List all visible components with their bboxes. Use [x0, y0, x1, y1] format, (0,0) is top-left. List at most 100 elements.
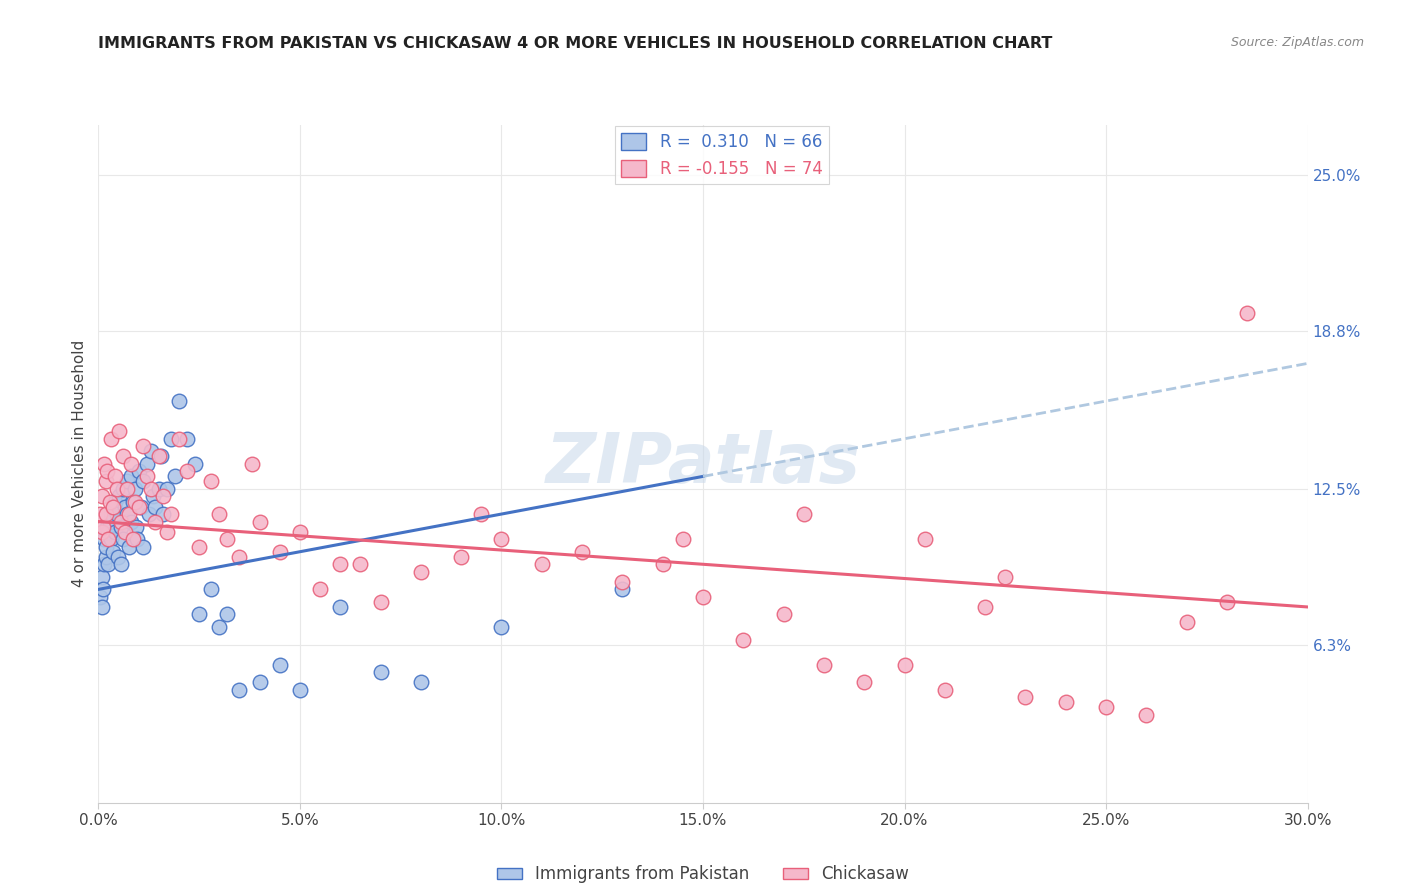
- Point: [994, 570, 1017, 584]
- Point: [96, 540, 118, 554]
- Point: [152, 507, 174, 521]
- Point: [217, 532, 239, 546]
- Point: [329, 599, 352, 614]
- Point: [107, 424, 129, 438]
- Point: [91, 570, 114, 584]
- Point: [672, 532, 695, 546]
- Point: [124, 519, 146, 533]
- Point: [121, 494, 143, 508]
- Point: [103, 469, 125, 483]
- Point: [96, 507, 118, 521]
- Point: [110, 519, 132, 533]
- Point: [100, 432, 122, 446]
- Point: [89, 590, 111, 604]
- Point: [120, 457, 142, 471]
- Point: [142, 490, 165, 504]
- Point: [934, 682, 956, 697]
- Point: [156, 482, 179, 496]
- Point: [184, 457, 207, 471]
- Point: [148, 450, 170, 464]
- Point: [200, 475, 222, 489]
- Point: [139, 482, 162, 496]
- Point: [135, 469, 157, 483]
- Point: [1216, 595, 1239, 609]
- Legend: Immigrants from Pakistan, Chickasaw: Immigrants from Pakistan, Chickasaw: [491, 859, 915, 890]
- Point: [114, 524, 136, 539]
- Point: [121, 515, 143, 529]
- Point: [530, 558, 553, 572]
- Point: [98, 515, 121, 529]
- Point: [101, 500, 124, 514]
- Point: [228, 682, 250, 697]
- Point: [240, 457, 263, 471]
- Point: [1175, 615, 1198, 629]
- Point: [208, 620, 231, 634]
- Point: [93, 558, 115, 572]
- Point: [97, 532, 120, 546]
- Point: [94, 475, 117, 489]
- Point: [97, 524, 120, 539]
- Point: [409, 565, 432, 579]
- Point: [115, 482, 138, 496]
- Point: [612, 574, 634, 589]
- Point: [107, 490, 129, 504]
- Point: [93, 457, 115, 471]
- Text: Source: ZipAtlas.com: Source: ZipAtlas.com: [1230, 36, 1364, 49]
- Point: [98, 494, 121, 508]
- Point: [1236, 306, 1258, 320]
- Point: [974, 599, 997, 614]
- Point: [107, 549, 129, 564]
- Point: [167, 394, 190, 409]
- Point: [115, 475, 138, 489]
- Point: [111, 482, 134, 496]
- Point: [152, 490, 174, 504]
- Point: [96, 464, 118, 478]
- Text: ZIPatlas: ZIPatlas: [546, 430, 860, 498]
- Point: [450, 549, 472, 564]
- Point: [110, 558, 132, 572]
- Point: [329, 558, 352, 572]
- Point: [491, 620, 513, 634]
- Point: [117, 507, 139, 521]
- Point: [160, 507, 183, 521]
- Point: [105, 507, 128, 521]
- Point: [1054, 695, 1077, 709]
- Point: [217, 607, 239, 622]
- Point: [149, 450, 172, 464]
- Point: [176, 432, 198, 446]
- Point: [249, 515, 271, 529]
- Point: [96, 519, 118, 533]
- Point: [101, 545, 124, 559]
- Point: [135, 457, 157, 471]
- Point: [118, 507, 141, 521]
- Point: [167, 432, 190, 446]
- Point: [111, 450, 134, 464]
- Point: [692, 590, 714, 604]
- Point: [269, 545, 291, 559]
- Point: [93, 532, 115, 546]
- Point: [309, 582, 332, 597]
- Point: [349, 558, 371, 572]
- Point: [288, 524, 311, 539]
- Point: [853, 675, 876, 690]
- Point: [612, 582, 634, 597]
- Point: [370, 665, 392, 680]
- Point: [470, 507, 492, 521]
- Point: [148, 482, 170, 496]
- Point: [139, 444, 162, 458]
- Point: [156, 524, 179, 539]
- Point: [160, 432, 183, 446]
- Point: [188, 607, 211, 622]
- Point: [124, 482, 146, 496]
- Point: [1135, 707, 1157, 722]
- Point: [100, 532, 122, 546]
- Point: [103, 500, 125, 514]
- Point: [249, 675, 271, 690]
- Point: [370, 595, 392, 609]
- Point: [733, 632, 755, 647]
- Point: [124, 494, 146, 508]
- Point: [288, 682, 311, 697]
- Point: [90, 524, 112, 539]
- Point: [409, 675, 432, 690]
- Y-axis label: 4 or more Vehicles in Household: 4 or more Vehicles in Household: [72, 340, 87, 588]
